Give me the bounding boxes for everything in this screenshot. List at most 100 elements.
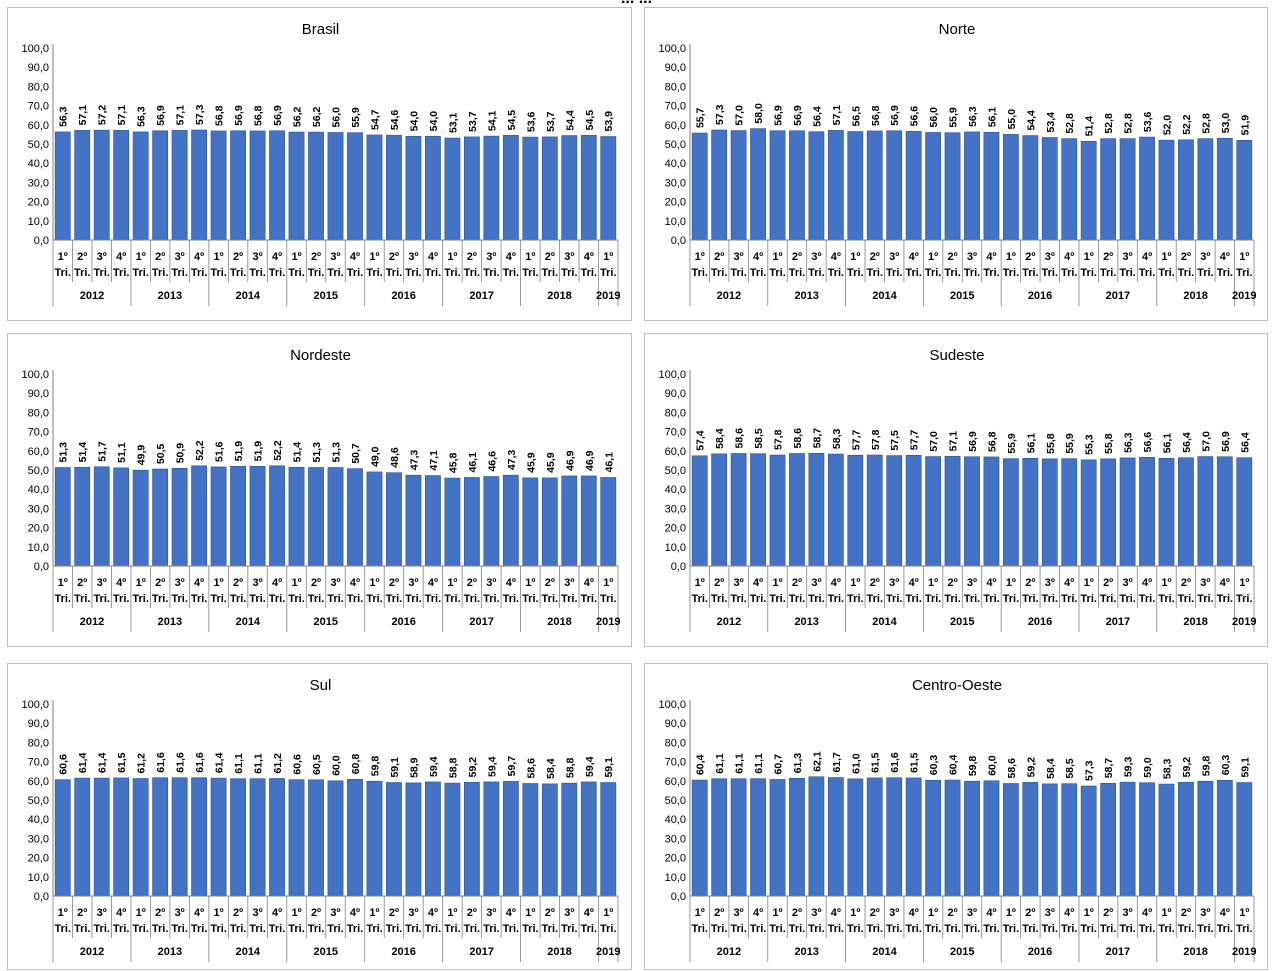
quarter-label: 1º — [525, 251, 535, 263]
quarter-suffix: Tri. — [1003, 593, 1020, 605]
bar — [269, 130, 285, 241]
quarter-label: 4º — [584, 907, 594, 919]
data-label: 61,6 — [175, 752, 187, 773]
bar — [925, 779, 941, 897]
year-label: 2019 — [596, 616, 620, 628]
quarter-label: 2º — [389, 577, 399, 589]
year-label: 2014 — [872, 946, 897, 958]
quarter-label: 1º — [1239, 577, 1249, 589]
quarter-suffix: Tri. — [1139, 593, 1156, 605]
y-tick-label: 0,0 — [671, 235, 686, 247]
quarter-label: 2º — [1181, 907, 1191, 919]
data-label: 52,8 — [1123, 113, 1135, 134]
data-label: 57,8 — [773, 429, 785, 450]
quarter-suffix: Tri. — [347, 923, 364, 935]
quarter-suffix: Tri. — [1100, 593, 1117, 605]
data-label: 53,9 — [603, 111, 615, 132]
quarter-suffix: Tri. — [152, 267, 169, 279]
quarter-label: 4º — [753, 577, 763, 589]
bar — [847, 131, 864, 241]
quarter-suffix: Tri. — [425, 593, 442, 605]
quarter-suffix: Tri. — [1217, 923, 1234, 935]
y-tick-label: 40,0 — [28, 158, 49, 170]
year-label: 2012 — [80, 616, 104, 628]
data-label: 49,0 — [369, 446, 381, 467]
quarter-label: 1º — [214, 577, 224, 589]
quarter-suffix: Tri. — [405, 593, 422, 605]
quarter-suffix: Tri. — [366, 267, 383, 279]
bar — [171, 467, 188, 567]
quarter-suffix: Tri. — [1236, 593, 1253, 605]
year-label: 2017 — [469, 290, 493, 302]
year-label: 2014 — [872, 616, 897, 628]
y-tick-label: 60,0 — [665, 120, 686, 132]
quarter-suffix: Tri. — [1042, 923, 1059, 935]
y-tick-label: 90,0 — [665, 718, 686, 730]
data-label: 47,1 — [428, 450, 440, 471]
quarter-suffix: Tri. — [944, 267, 961, 279]
y-tick-label: 50,0 — [28, 795, 49, 807]
data-label: 57,2 — [97, 105, 109, 126]
quarter-suffix: Tri. — [93, 593, 110, 605]
quarter-label: 4º — [986, 907, 996, 919]
bar — [347, 468, 363, 567]
data-label: 58,7 — [811, 428, 823, 449]
data-label: 55,9 — [948, 107, 960, 128]
data-label: 51,3 — [331, 442, 343, 463]
bar — [308, 779, 324, 897]
data-label: 58,6 — [525, 758, 537, 779]
year-label: 2015 — [314, 946, 338, 958]
year-label: 2013 — [158, 616, 182, 628]
quarter-suffix: Tri. — [366, 923, 383, 935]
bar — [191, 129, 208, 241]
data-label: 51,3 — [311, 442, 323, 463]
bar — [1022, 782, 1039, 897]
quarter-suffix: Tri. — [789, 267, 806, 279]
quarter-suffix: Tri. — [769, 923, 786, 935]
chart-panel-centro-oeste: Centro-Oeste 0,0 10,0 20,0 30,0 40,0 50,0 60,0 7… — [644, 663, 1268, 970]
bar — [74, 130, 91, 241]
bar — [74, 777, 91, 897]
data-label: 46,1 — [467, 452, 479, 473]
quarter-suffix: Tri. — [522, 923, 539, 935]
quarter-label: 3º — [97, 907, 107, 919]
y-tick-label: 70,0 — [665, 427, 686, 439]
quarter-label: 3º — [330, 907, 340, 919]
bar — [541, 136, 558, 241]
y-tick-label: 0,0 — [34, 561, 49, 573]
data-label: 56,6 — [909, 106, 921, 127]
bar — [730, 130, 747, 241]
data-label: 51,9 — [253, 441, 265, 462]
bar — [230, 778, 246, 897]
y-tick-label: 70,0 — [665, 101, 686, 113]
quarter-suffix: Tri. — [1236, 267, 1253, 279]
data-label: 53,7 — [545, 111, 557, 132]
data-label: 55,9 — [350, 107, 362, 128]
quarter-suffix: Tri. — [1119, 923, 1136, 935]
bar — [1216, 456, 1233, 567]
y-tick-label: 10,0 — [28, 216, 49, 228]
data-label: 61,4 — [214, 753, 226, 774]
quarter-suffix: Tri. — [308, 593, 325, 605]
quarter-suffix: Tri. — [503, 593, 520, 605]
bar — [1197, 456, 1214, 567]
chart-panel-sul: Sul 0,0 10,0 20,0 30,0 40,0 50,0 60,0 70,0 80,0 90… — [7, 663, 632, 970]
y-tick-label: 100,0 — [658, 699, 686, 711]
quarter-suffix: Tri. — [1003, 267, 1020, 279]
quarter-suffix: Tri. — [249, 267, 266, 279]
bar — [93, 466, 110, 567]
quarter-suffix: Tri. — [327, 923, 344, 935]
quarter-label: 1º — [214, 251, 224, 263]
data-label: 61,6 — [155, 752, 167, 773]
bar — [1080, 785, 1097, 897]
quarter-label: 2º — [947, 577, 957, 589]
quarter-label: 3º — [564, 251, 574, 263]
data-label: 56,3 — [58, 106, 70, 127]
bar — [1236, 140, 1253, 241]
y-tick-label: 0,0 — [34, 235, 49, 247]
quarter-label: 4º — [194, 577, 204, 589]
bar — [1119, 138, 1136, 241]
data-label: 59,2 — [1025, 757, 1037, 778]
bar — [1158, 139, 1175, 241]
bar — [522, 477, 539, 567]
